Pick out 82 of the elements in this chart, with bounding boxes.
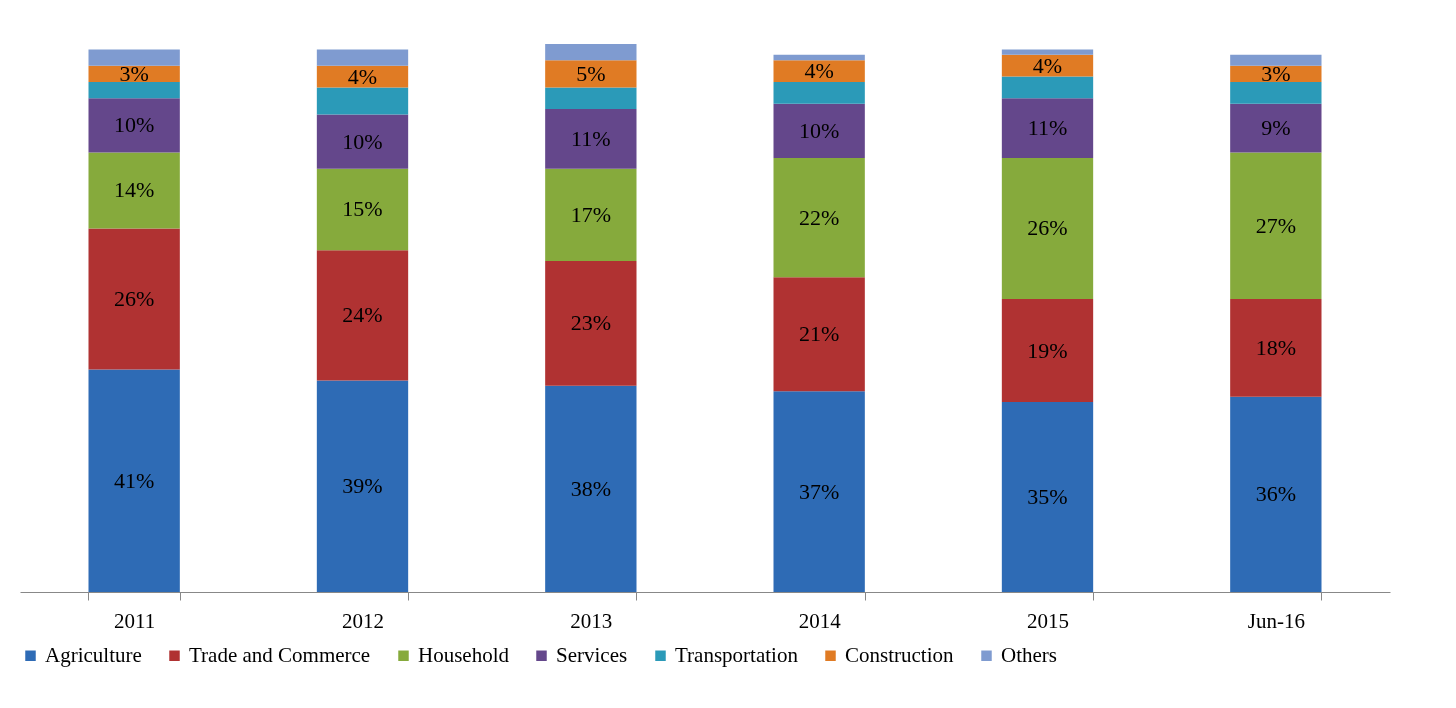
- data-label: 15%: [342, 196, 383, 222]
- data-label: 37%: [799, 478, 840, 504]
- bar: [773, 157, 865, 278]
- bar: [1001, 54, 1094, 77]
- legend-label: Household: [418, 642, 510, 667]
- bar: [1230, 152, 1322, 300]
- bar: [316, 168, 409, 251]
- data-label: 38%: [570, 475, 611, 501]
- data-label: 27%: [1255, 212, 1296, 238]
- data-label: 10%: [114, 112, 155, 138]
- bar: [773, 103, 865, 158]
- bar: [1230, 81, 1322, 104]
- data-label: 26%: [1027, 215, 1068, 241]
- data-label: 3%: [119, 60, 149, 86]
- bar: [545, 87, 637, 110]
- bar: [1230, 299, 1322, 397]
- bar: [1001, 98, 1094, 158]
- data-label: 41%: [114, 467, 155, 493]
- data-label: 24%: [342, 302, 383, 328]
- data-label: 3%: [1261, 60, 1291, 86]
- bar: [316, 114, 409, 169]
- data-label: 10%: [799, 117, 840, 143]
- data-label: 10%: [342, 128, 383, 154]
- legend-label: Services: [556, 642, 628, 667]
- bar: [1230, 54, 1322, 66]
- data-label: 18%: [1255, 334, 1296, 360]
- bar: [545, 60, 637, 88]
- bar: [773, 60, 865, 82]
- data-label: 22%: [799, 204, 840, 230]
- bar: [88, 49, 180, 66]
- data-label: 23%: [570, 310, 611, 336]
- bar: [773, 54, 865, 61]
- x-tick-label: Jun-16: [1247, 608, 1305, 633]
- x-tick-label: 2015: [1027, 608, 1069, 633]
- data-label: 39%: [342, 473, 383, 499]
- bar: [1230, 103, 1322, 153]
- data-label: 11%: [1027, 115, 1068, 141]
- bar: [1001, 157, 1094, 300]
- bar: [316, 49, 409, 66]
- data-label: 5%: [576, 60, 606, 86]
- bar: [545, 385, 637, 592]
- legend-label: Trade and Commerce: [189, 642, 371, 667]
- data-label: 11%: [571, 125, 611, 151]
- bar: [88, 152, 180, 229]
- bar: [773, 391, 865, 592]
- bar: [316, 87, 409, 115]
- data-label: 19%: [1027, 337, 1068, 363]
- bar: [1001, 402, 1094, 592]
- data-label: 4%: [1032, 52, 1063, 78]
- bar: [88, 98, 180, 153]
- legend-label: Others: [1001, 642, 1057, 667]
- x-tick-label: 2011: [114, 608, 156, 633]
- bar: [773, 277, 865, 392]
- bar: [773, 81, 865, 104]
- bar: [545, 44, 637, 61]
- legend-label: Construction: [845, 642, 954, 667]
- bar: [545, 261, 637, 386]
- x-tick-label: 2012: [342, 608, 384, 633]
- bar: [316, 250, 409, 381]
- bar: [1230, 396, 1322, 592]
- bar: [88, 228, 180, 370]
- data-label: 36%: [1255, 481, 1296, 507]
- data-label: 17%: [570, 201, 611, 227]
- x-tick-label: 2013: [570, 608, 613, 633]
- data-label: 35%: [1027, 484, 1068, 510]
- data-label: 26%: [114, 286, 155, 312]
- bar: [316, 380, 409, 592]
- bar: [545, 109, 637, 169]
- bar: [1001, 76, 1094, 99]
- bar: [1001, 299, 1094, 403]
- legend-label: Transportation: [675, 642, 799, 667]
- data-label: 21%: [799, 321, 840, 347]
- bar: [88, 81, 180, 99]
- x-tick-label: 2014: [798, 608, 842, 633]
- bar: [88, 369, 180, 592]
- legend-label: Agriculture: [45, 642, 142, 667]
- data-label: 4%: [804, 58, 834, 84]
- bar: [1001, 49, 1094, 55]
- data-label: 9%: [1261, 115, 1291, 141]
- data-label: 14%: [114, 177, 155, 203]
- data-label: 4%: [347, 63, 378, 89]
- bar: [545, 168, 637, 262]
